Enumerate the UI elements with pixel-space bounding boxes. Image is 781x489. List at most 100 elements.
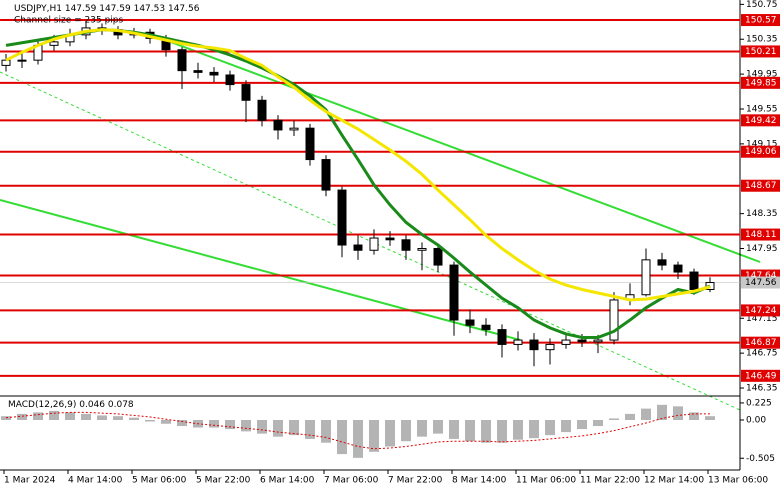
last-price-label: 147.56 [745, 278, 777, 288]
y-tick-label: 150.75 [746, 0, 778, 10]
candle-body [305, 127, 315, 161]
level-tag [741, 76, 780, 89]
level-label: 149.42 [745, 116, 777, 126]
level-tag [741, 114, 780, 127]
macd-bar [689, 412, 699, 420]
ohlc-low: 147.53 [134, 4, 166, 14]
y-tick-label: 148.35 [746, 209, 778, 219]
x-tick-label: 13 Mar 06:00 [708, 476, 768, 486]
chart-header: USDJPY,H1 147.59 147.59 147.53 147.56 [14, 4, 200, 14]
y-tick-label: 0.225 [746, 398, 772, 408]
x-tick-label: 8 Mar 14:00 [452, 476, 507, 486]
macd-bar [321, 419, 331, 443]
channel-lower [0, 199, 521, 341]
ohlc-close: 147.56 [168, 4, 200, 14]
macd-bar [577, 419, 587, 430]
macd-bar [17, 413, 27, 420]
trend-channel [0, 37, 761, 411]
level-label: 148.67 [745, 181, 777, 191]
x-tick-label: 11 Mar 06:00 [516, 476, 576, 486]
candle-body [177, 49, 187, 72]
macd-bar [641, 408, 651, 420]
candle-body [497, 329, 507, 345]
y-tick-label: 146.75 [746, 349, 778, 359]
y-tick-label: 146.35 [746, 384, 778, 394]
candle-body [209, 71, 219, 76]
y-tick-label: 0.00 [746, 415, 766, 425]
level-tag [741, 14, 780, 27]
candle-body [401, 239, 411, 251]
candle-body [449, 264, 459, 321]
y-tick-label: 147.95 [746, 244, 778, 254]
macd-bar [657, 404, 667, 420]
macd-bar [385, 419, 395, 447]
macd-bar [529, 419, 539, 439]
ohlc-open: 147.59 [65, 4, 97, 14]
level-label: 146.87 [745, 338, 777, 348]
candle-body [529, 339, 539, 351]
x-tick-label: 5 Mar 06:00 [132, 476, 187, 486]
candle-body [321, 159, 331, 191]
macd-bar [497, 419, 507, 443]
macd-bar [545, 419, 555, 436]
level-label: 150.21 [745, 47, 777, 57]
candle-body [193, 70, 203, 73]
candle-body [273, 119, 283, 131]
macd-bar [481, 419, 491, 443]
macd-bar [129, 417, 139, 420]
candle-body [481, 324, 491, 331]
macd-bar [305, 419, 315, 439]
macd-bar [369, 419, 379, 452]
candle-body [417, 248, 427, 251]
macd-bar [513, 419, 523, 440]
level-tag [741, 336, 780, 349]
macd-bar [289, 419, 299, 436]
macd-bar [625, 413, 635, 420]
candle-body [641, 259, 651, 296]
macd-bar [225, 419, 235, 430]
macd-bar [417, 419, 427, 437]
macd-bar [273, 419, 283, 437]
macd-value: 0.046 [79, 400, 105, 410]
macd-bar [593, 419, 603, 427]
level-tag [741, 304, 780, 317]
y-tick-label: -0.505 [746, 454, 775, 464]
y-tick-label: 149.55 [746, 104, 778, 114]
x-tick-label: 1 Mar 2024 [4, 476, 56, 486]
x-tick-label: 12 Mar 14:00 [644, 476, 704, 486]
candle-body [369, 237, 379, 251]
macd-bar [65, 412, 75, 420]
candle-body [1, 59, 11, 66]
macd-bar [49, 410, 59, 420]
x-tick-label: 6 Mar 14:00 [260, 476, 315, 486]
macd-bar [673, 406, 683, 420]
candle-body [465, 319, 475, 326]
x-tick-label: 4 Mar 14:00 [68, 476, 123, 486]
channel-upper [159, 37, 761, 263]
level-label: 147.24 [745, 306, 777, 316]
macd-bar [209, 419, 219, 428]
y-tick-label: 149.95 [746, 70, 778, 80]
candle-body [689, 271, 699, 290]
level-label: 148.11 [745, 230, 777, 240]
macd-bar [177, 419, 187, 427]
level-label: 150.57 [745, 16, 777, 26]
level-label: 149.85 [745, 78, 777, 88]
level-tag [741, 179, 780, 192]
macd-bar [609, 418, 619, 420]
macd-bar [465, 419, 475, 442]
candle-body [577, 339, 587, 343]
y-tick-label: 147.15 [746, 314, 778, 324]
macd-bar [433, 419, 443, 434]
candle-body [513, 339, 523, 345]
candle-body [673, 264, 683, 273]
macd-bar [449, 419, 459, 439]
macd-header: MACD(12,26,9) 0.046 0.078 [8, 400, 134, 410]
last-price-tag [741, 276, 780, 289]
macd-bar [1, 416, 11, 420]
macd-bar [241, 419, 251, 432]
candle-body [593, 339, 603, 343]
signal-line [5, 411, 710, 450]
signal-value: 0.078 [108, 400, 134, 410]
